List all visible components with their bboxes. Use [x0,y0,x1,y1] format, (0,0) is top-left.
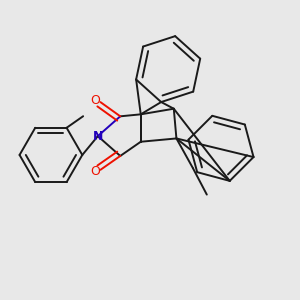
Text: N: N [93,130,103,142]
Text: O: O [91,165,100,178]
Text: O: O [91,94,100,107]
